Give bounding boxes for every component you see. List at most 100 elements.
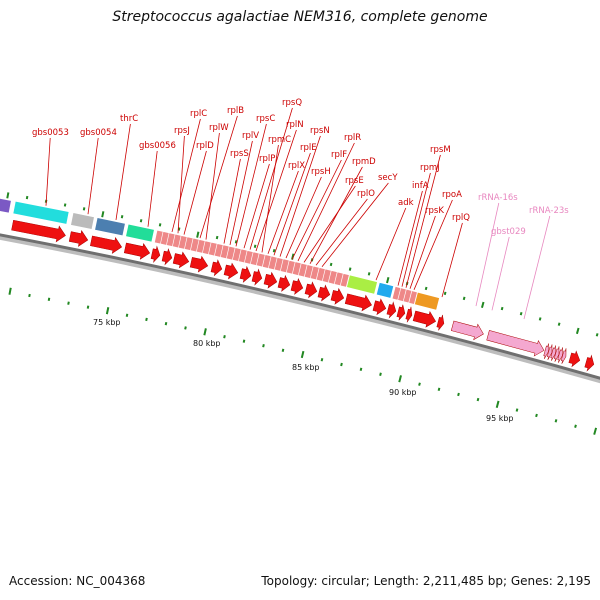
label-leader-line [205,132,220,240]
label-leader-line [375,207,407,281]
gene-label[interactable]: secY [378,173,398,183]
gene-label[interactable]: rpsM [430,145,451,155]
tick-inner [398,375,402,383]
label-leader-line [409,215,436,289]
cds-arrow [161,248,173,266]
rrna-arrow [560,348,567,364]
ribosomal-gene-block [220,245,229,259]
tick-inner [125,313,129,317]
ribosomal-gene-block [403,289,412,303]
gene-label[interactable]: rplO [357,189,375,199]
cds-arrow [436,314,445,331]
gene-label[interactable]: rplE [300,143,317,153]
gene-label[interactable]: rplW [209,123,229,133]
label-leader-line [199,115,238,239]
gene-label[interactable]: rplB [227,106,244,116]
tick-inner [418,382,421,386]
ribosomal-gene-block [392,286,401,300]
tick-inner [320,358,324,362]
tick-inner [515,408,519,412]
ribosomal-gene-block [154,230,163,244]
page-title: Streptococcus agalactiae NEM316, complet… [112,9,488,25]
gene-label[interactable]: rpoA [442,190,462,200]
gene-label[interactable]: gbs0054 [80,128,117,138]
label-leader-line [491,236,510,311]
ribosomal-gene-block [160,231,169,245]
tick-inner [47,297,51,301]
tick-inner [593,427,598,435]
gene-label[interactable]: rpsQ [282,98,302,108]
rrna-arrow [553,346,560,362]
ribosomal-gene-block [298,263,307,277]
ribosomal-gene-block [304,265,313,278]
gene-label[interactable]: rpmC [268,135,291,145]
label-leader-line [147,150,158,227]
gene-label[interactable]: rRNA-16s [478,193,518,203]
label-leader-line [171,118,201,233]
ribosomal-gene-block [202,241,211,255]
label-leader-line [261,144,279,253]
gene-label[interactable]: rpmJ [420,163,440,173]
ribosomal-gene-block [274,257,283,271]
ribosomal-gene-block [328,270,337,284]
label-leader-line [243,163,270,249]
tick-outer [120,215,124,219]
accession-text: Accession: NC_004368 [9,574,146,588]
cog-block [71,213,94,230]
tick-inner [86,305,90,309]
gene-label[interactable]: rRNA-23s [529,206,569,216]
rrna-arrow [546,344,553,360]
gene-label[interactable]: rplD [196,141,214,151]
gene-label[interactable]: rpsH [311,167,331,177]
tick-outer [329,262,333,267]
tick-inner [281,348,285,353]
gene-label[interactable]: rplR [344,133,361,143]
ribosomal-gene-block [310,266,319,280]
cds-arrow [263,271,278,289]
tick-outer [6,192,10,199]
gene-label[interactable]: rpsN [310,126,330,136]
label-leader-line [223,158,241,244]
tick-inner [457,392,460,397]
gene-label[interactable]: rpsE [345,176,364,186]
gene-label[interactable]: gbs0053 [32,128,69,138]
gene-label[interactable]: rplN [286,120,304,130]
tick-outer [196,231,200,238]
gene-label[interactable]: gbst029 [491,227,526,237]
tick-inner [28,293,31,298]
tick-outer [367,272,371,276]
gene-label[interactable]: rplC [190,109,207,119]
ribosomal-gene-block [340,273,349,287]
tick-inner [535,413,538,418]
ribosomal-gene-block [178,235,187,249]
gene-label[interactable]: rplQ [452,213,470,223]
gene-label[interactable]: rpsS [230,149,249,159]
gene-label[interactable]: rplX [288,161,305,171]
label-leader-line [441,222,463,298]
gene-label[interactable]: adk [398,198,414,208]
gene-label[interactable]: rplV [242,131,259,141]
ribosomal-gene-block [184,237,193,251]
gene-label[interactable]: rplP [259,154,275,164]
gene-label[interactable]: gbs0056 [139,141,176,151]
tick-inner [262,344,265,348]
backbone-shadow [0,235,600,384]
gene-label[interactable]: rplF [331,150,347,160]
kbp-label-95: 95 kbp [486,414,514,423]
gene-label[interactable]: rpsJ [174,126,190,136]
tick-inner [8,287,12,295]
tick-outer [500,306,504,311]
gene-label[interactable]: thrC [120,114,138,124]
label-leader-line [309,166,363,264]
tick-inner [379,372,382,376]
cds-arrow [396,304,406,321]
gene-label[interactable]: rpsK [425,206,444,216]
cds-arrow [90,235,123,254]
ribosomal-gene-block [268,256,277,270]
cds-arrow [290,278,304,295]
tick-inner [242,339,246,343]
gene-label[interactable]: rpmD [352,157,376,167]
gene-label[interactable]: infA [412,181,429,191]
ribosomal-gene-block [398,288,406,302]
gene-label[interactable]: rpsC [256,114,275,124]
